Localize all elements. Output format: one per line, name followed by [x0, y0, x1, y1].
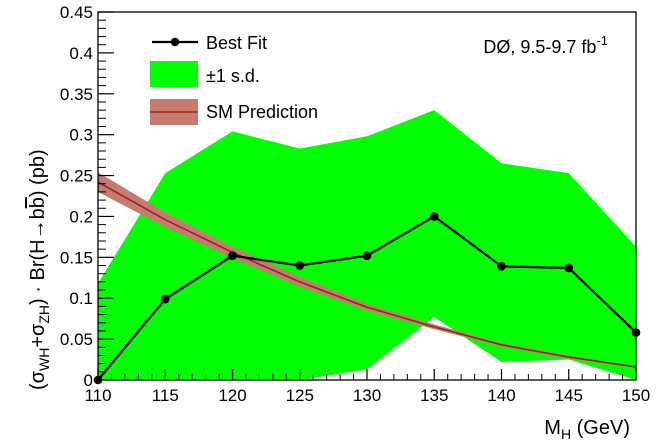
best-fit-point-115	[160, 294, 170, 304]
legend: Best Fit ±1 s.d. SM Prediction	[150, 33, 318, 125]
y-tick-label: 0.05	[60, 330, 93, 349]
y-tick-label: 0	[84, 371, 93, 390]
best-fit-point-145	[564, 263, 574, 273]
x-axis-title: MH (GeV)	[544, 417, 630, 442]
best-fit-point-125	[295, 261, 305, 270]
y-tick-label: 0.35	[60, 85, 93, 104]
y-tick-label: 0.25	[60, 167, 93, 186]
best-fit-point-130	[362, 251, 372, 260]
best-fit-point-140	[497, 262, 506, 271]
x-tick-label: 140	[487, 386, 515, 405]
best-fit-layer	[93, 212, 641, 385]
y-tick-label: 0.15	[60, 248, 93, 267]
x-tick-label: 120	[218, 386, 246, 405]
x-tick-label: 135	[420, 386, 448, 405]
y-axis-title: (σWH+σZH) · Br(H→bb) (pb)	[27, 149, 52, 390]
sd-band	[98, 110, 636, 380]
axes: 0 0.05 0.1 0.15 0.2 0.25 0.3 0.35 0.4 0.45 110 115 1…	[60, 3, 650, 405]
y-tick-label: 0.45	[60, 3, 93, 22]
y-tick-label: 0.4	[69, 44, 93, 63]
sd-band-layer	[98, 110, 636, 380]
x-tick-label: 110	[84, 386, 111, 405]
annotation: DØ, 9.5-9.7 fb-1	[483, 33, 608, 57]
y-tick-label: 0.2	[69, 207, 93, 226]
x-tick-label: 145	[555, 386, 583, 405]
best-fit-point-135	[429, 212, 439, 221]
x-tick-label: 150	[622, 386, 650, 405]
x-tick-label: 130	[353, 386, 381, 405]
x-tick-label: 115	[152, 386, 179, 405]
legend-sd-label: ±1 s.d.	[206, 66, 260, 86]
y-tick-label: 0.3	[69, 126, 93, 145]
sm-line	[97, 181, 637, 368]
legend-best-fit-marker	[170, 37, 180, 47]
legend-sd-swatch	[150, 61, 198, 87]
legend-best-fit-label: Best Fit	[206, 33, 267, 53]
y-tick-label: 0.1	[69, 289, 93, 308]
legend-sm-label: SM Prediction	[206, 102, 318, 122]
x-tick-label: 125	[286, 386, 314, 405]
best-fit-point-120	[228, 251, 237, 260]
sm-prediction-layer	[97, 172, 637, 368]
